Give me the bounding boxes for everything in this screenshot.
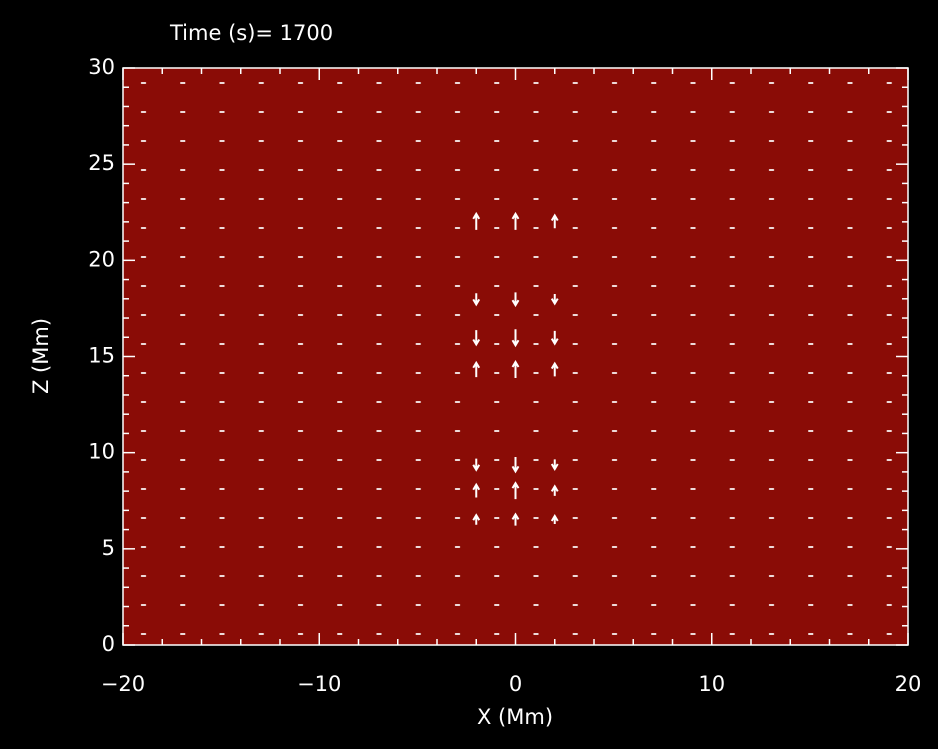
x-axis-label: X (Mm): [477, 705, 553, 729]
y-axis-label: Z (Mm): [29, 318, 53, 394]
y-tick-label: 5: [102, 536, 115, 560]
vector-arrow: [511, 211, 520, 230]
vector-arrow: [550, 484, 559, 496]
y-tick-label: 10: [88, 440, 115, 464]
y-tick-label: 30: [88, 55, 115, 79]
vector-arrow: [550, 294, 559, 306]
vector-arrow: [550, 330, 559, 346]
vector-arrow: [511, 360, 520, 378]
vector-arrow: [472, 482, 481, 498]
x-tick-label: −10: [297, 672, 341, 696]
x-tick-label: 20: [895, 672, 922, 696]
y-tick-label: 25: [88, 151, 115, 175]
vector-arrow: [511, 512, 520, 526]
vector-arrow: [511, 329, 520, 348]
vector-arrow: [511, 457, 520, 474]
y-tick-label: 0: [102, 632, 115, 656]
vector-arrow: [472, 293, 481, 307]
vector-arrow: [472, 458, 481, 472]
x-tick-label: 0: [509, 672, 522, 696]
vector-arrow: [550, 213, 559, 229]
x-tick-label: −20: [101, 672, 145, 696]
vector-arrow: [550, 514, 559, 524]
vector-arrow: [550, 459, 559, 471]
vector-arrow: [472, 360, 481, 378]
vector-arrow: [511, 292, 520, 308]
vector-arrow: [472, 211, 481, 230]
vector-background: [123, 68, 908, 645]
vector-arrow: [550, 361, 559, 377]
y-tick-label: 20: [88, 247, 115, 271]
x-tick-label: 10: [698, 672, 725, 696]
chart-title: Time (s)= 1700: [169, 21, 333, 45]
y-tick-label: 15: [88, 344, 115, 368]
vector-arrow: [511, 481, 520, 500]
vector-arrow: [472, 330, 481, 347]
vector-arrow: [472, 513, 481, 525]
